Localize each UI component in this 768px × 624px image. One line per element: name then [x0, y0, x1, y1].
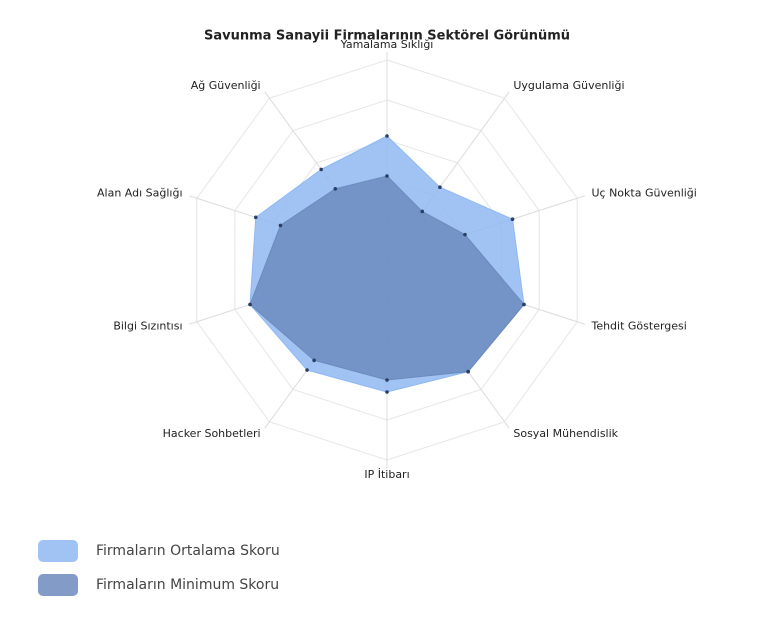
legend-item: Firmaların Minimum Skoru [38, 568, 280, 602]
data-point [312, 358, 316, 363]
data-point [510, 217, 515, 222]
legend-label: Firmaların Ortalama Skoru [96, 543, 280, 559]
data-point [420, 209, 425, 214]
data-point [466, 369, 470, 374]
data-point [463, 232, 467, 237]
data-point [319, 167, 323, 172]
axis-label: Alan Adı Sağlığı [97, 187, 183, 200]
legend-swatch [38, 574, 78, 596]
data-point [385, 390, 389, 394]
data-point [385, 378, 389, 382]
legend-label: Firmaların Minimum Skoru [96, 577, 280, 593]
axis-label: Bilgi Sızıntısı [113, 319, 182, 332]
axis-label: IP İtibarı [364, 468, 409, 481]
axis-label: Uygulama Güvenliği [513, 79, 624, 92]
data-point [278, 223, 283, 228]
data-point [253, 215, 258, 220]
axis-label: Yamalama Sıklığı [340, 38, 434, 51]
data-point [385, 134, 389, 138]
data-point [248, 302, 252, 307]
data-point [438, 185, 442, 189]
axis-label: Tehdit Göstergesi [590, 319, 686, 332]
legend-item: Firmaların Ortalama Skoru [38, 534, 280, 568]
axis-label: Sosyal Mühendislik [513, 427, 618, 440]
chart: Savunma Sanayii Firmalarının Sektörel Gö… [97, 29, 697, 482]
legend: Firmaların Ortalama Skoru Firmaların Mini… [38, 534, 280, 602]
legend-swatch [38, 540, 78, 562]
data-point [522, 302, 526, 307]
chart-title: Savunma Sanayii Firmalarının Sektörel Gö… [204, 29, 570, 44]
data-point [305, 368, 309, 372]
axis-label: Uç Nokta Güvenliği [591, 187, 696, 200]
axis-label: Ağ Güvenliği [191, 79, 261, 92]
data-point [385, 174, 389, 178]
axis-label: Hacker Sohbetleri [163, 427, 261, 440]
data-point [333, 187, 338, 191]
